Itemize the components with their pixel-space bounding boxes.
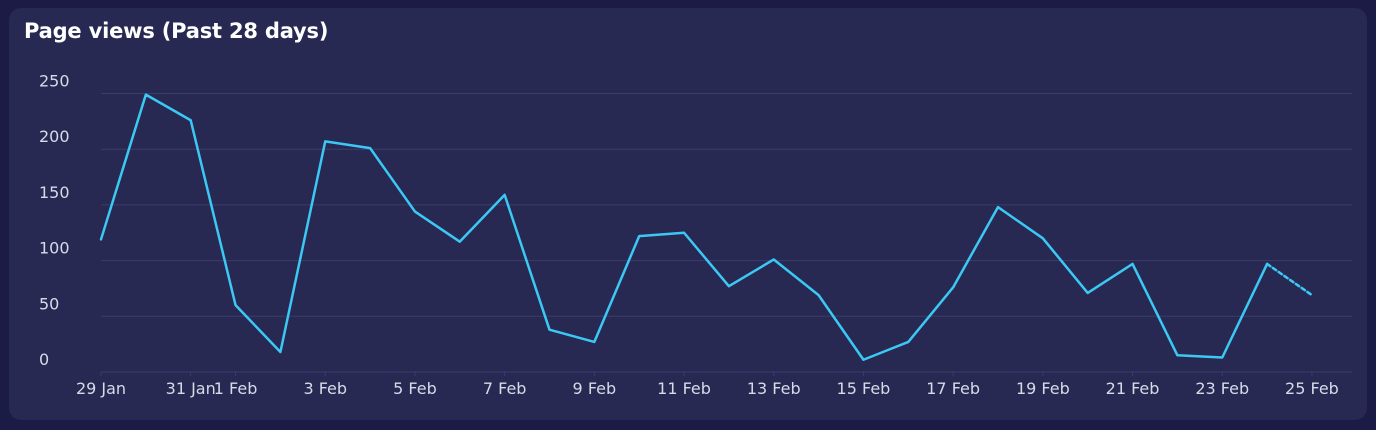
data-point[interactable] — [1039, 234, 1047, 242]
x-tick-label: 11 Feb — [657, 379, 711, 398]
data-point[interactable] — [770, 255, 778, 263]
data-point[interactable] — [142, 91, 150, 99]
y-tick-label: 100 — [39, 239, 70, 258]
data-point[interactable] — [1218, 354, 1226, 362]
data-point[interactable] — [904, 338, 912, 346]
series-line — [99, 93, 1269, 361]
data-point[interactable] — [232, 301, 240, 309]
data-point[interactable] — [1263, 260, 1271, 268]
x-tick-label: 23 Feb — [1195, 379, 1249, 398]
series-lines — [97, 91, 1316, 364]
data-point[interactable] — [949, 283, 957, 291]
data-point[interactable] — [97, 235, 105, 243]
x-tick-label: 15 Feb — [837, 379, 891, 398]
x-tick-label: 19 Feb — [1016, 379, 1070, 398]
x-tick-label: 9 Feb — [573, 379, 617, 398]
y-tick-label: 250 — [39, 72, 70, 91]
data-point[interactable] — [366, 144, 374, 152]
series-line-incomplete — [1265, 262, 1314, 297]
x-tick-label: 31 Jan — [166, 379, 216, 398]
x-tick-label: 17 Feb — [926, 379, 980, 398]
y-axis-ticks: 0 50 100 150 200 250 — [39, 72, 70, 370]
data-point[interactable] — [994, 203, 1002, 211]
x-tick-label: 25 Feb — [1285, 379, 1339, 398]
x-tick-label: 29 Jan — [76, 379, 126, 398]
data-point[interactable] — [321, 137, 329, 145]
data-point[interactable] — [411, 208, 419, 216]
x-tick-label: 3 Feb — [303, 379, 347, 398]
x-tick-label: 5 Feb — [393, 379, 437, 398]
grid-lines — [101, 93, 1352, 373]
x-tick-label: 21 Feb — [1106, 379, 1160, 398]
data-point[interactable] — [456, 238, 464, 246]
data-point[interactable] — [590, 338, 598, 346]
data-point[interactable] — [501, 191, 509, 199]
x-tick-label: 13 Feb — [747, 379, 801, 398]
y-tick-label: 0 — [39, 350, 49, 369]
y-tick-label: 50 — [39, 294, 59, 313]
data-point[interactable] — [1084, 289, 1092, 297]
data-point[interactable] — [1129, 260, 1137, 268]
data-point[interactable] — [859, 356, 867, 364]
data-point[interactable] — [546, 326, 554, 334]
chart-card: Page views (Past 28 days) — [9, 8, 1367, 420]
data-point[interactable] — [187, 116, 195, 124]
data-point[interactable] — [680, 229, 688, 237]
data-point[interactable] — [725, 282, 733, 290]
x-tick-label: 1 Feb — [214, 379, 258, 398]
chart-title: Page views (Past 28 days) — [24, 19, 329, 43]
x-tick-label: 7 Feb — [483, 379, 527, 398]
data-point[interactable] — [1173, 351, 1181, 359]
y-tick-label: 150 — [39, 183, 70, 202]
data-point[interactable] — [1308, 291, 1316, 299]
data-point[interactable] — [815, 291, 823, 299]
data-point[interactable] — [276, 348, 284, 356]
y-tick-label: 200 — [39, 127, 70, 146]
data-point[interactable] — [635, 232, 643, 240]
